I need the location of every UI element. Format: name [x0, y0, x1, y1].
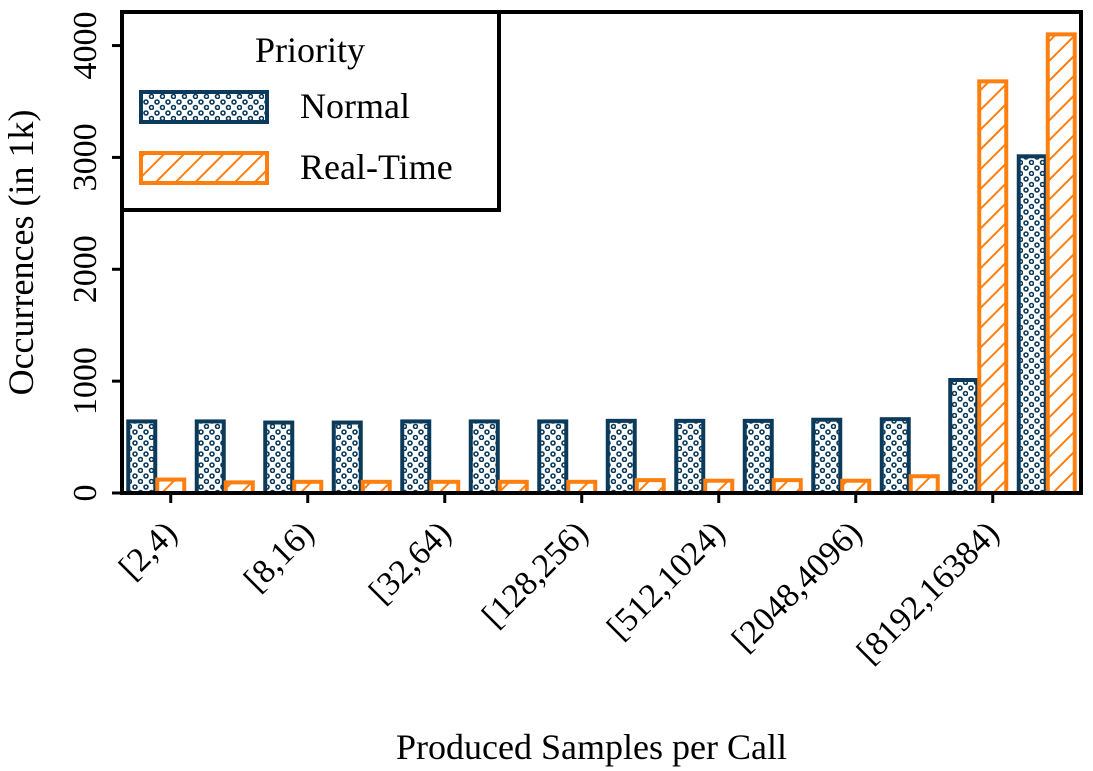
legend: Priority Normal Real-Time — [120, 10, 501, 212]
legend-title: Priority — [255, 30, 365, 70]
bar-normal-9 — [742, 418, 774, 496]
x-axis-label: Produced Samples per Call — [396, 727, 787, 767]
bar-real-time-13 — [1045, 32, 1077, 495]
bars-layer — [126, 32, 1077, 496]
bar-normal-0 — [126, 419, 158, 495]
bar-real-time-0 — [155, 477, 187, 496]
bar-normal-5 — [468, 419, 500, 495]
x-tick-label-5: [2048,4096) — [725, 514, 869, 658]
x-tick-label-3: [128,256) — [475, 514, 595, 634]
legend-swatch-normal — [139, 90, 269, 124]
y-tick-label-3000: 3000 — [67, 123, 104, 191]
x-axis: [2,4) [8,16) [32,64) [128,256) [512,1024)[20… — [112, 493, 1006, 671]
x-tick-label-0: [2,4) — [112, 514, 184, 586]
legend-swatch-real-time — [139, 151, 269, 185]
x-tick-label-6: [8192,16384) — [850, 514, 1006, 670]
bar-normal-3 — [331, 420, 363, 495]
y-axis: 0 1000 2000 3000 4000 — [67, 12, 122, 502]
x-tick-label-1: [8,16) — [237, 514, 321, 598]
bar-real-time-11 — [908, 474, 940, 495]
bar-normal-2 — [263, 420, 295, 495]
y-tick-label-0: 0 — [67, 485, 104, 502]
bar-normal-8 — [674, 418, 706, 496]
x-tick-label-4: [512,1024) — [600, 514, 732, 646]
bar-real-time-12 — [977, 79, 1009, 495]
y-tick-label-1000: 1000 — [67, 347, 104, 415]
bar-normal-10 — [811, 417, 843, 495]
bar-normal-1 — [194, 419, 226, 495]
bar-normal-7 — [605, 418, 637, 496]
bar-normal-4 — [400, 419, 432, 495]
bar-normal-11 — [879, 417, 911, 495]
legend-label-real-time: Real-Time — [300, 147, 453, 187]
y-axis-label: Occurrences (in 1k) — [1, 110, 41, 396]
x-tick-label-2: [32,64) — [362, 514, 458, 610]
y-tick-label-4000: 4000 — [67, 12, 104, 80]
bar-normal-12 — [948, 378, 980, 496]
bar-normal-6 — [537, 419, 569, 495]
y-tick-label-2000: 2000 — [67, 235, 104, 303]
plot-frame — [120, 10, 1083, 495]
legend-label-normal: Normal — [300, 86, 410, 126]
bar-normal-13 — [1016, 154, 1048, 496]
